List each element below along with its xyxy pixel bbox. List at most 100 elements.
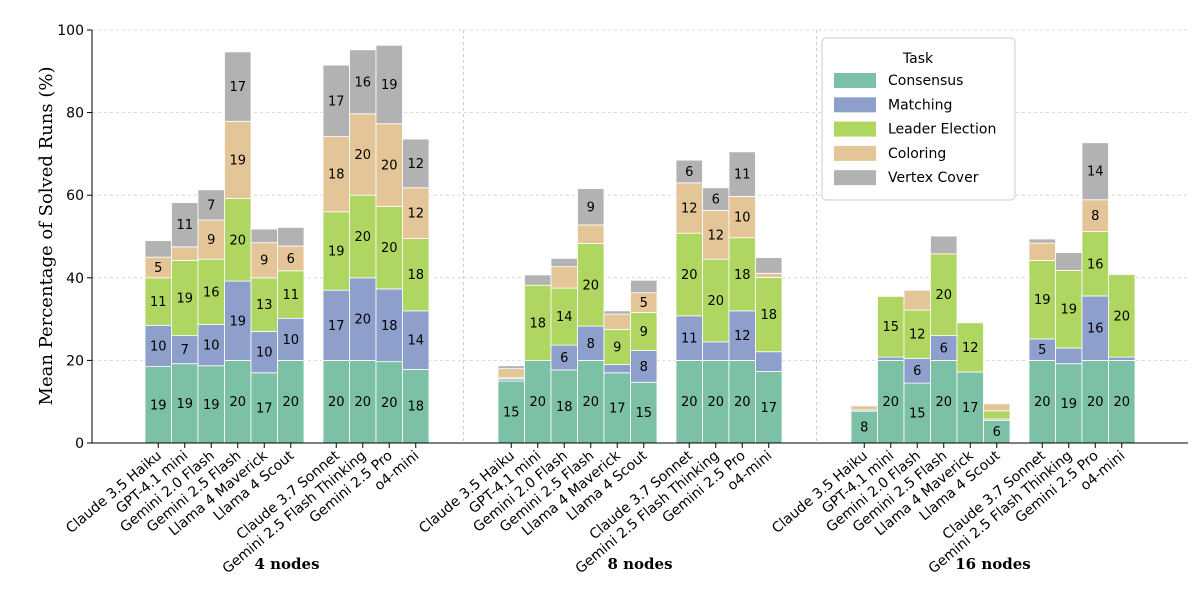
bar-segment [930, 235, 958, 255]
bar-segment [171, 246, 199, 261]
bar-segment [402, 238, 430, 312]
bar-segment-label: 14 [407, 334, 424, 349]
bar-segment-label: 12 [407, 157, 424, 172]
bar-segment-label: 6 [940, 342, 948, 357]
bar-segment-label: 19 [1034, 293, 1051, 308]
bar-segment [755, 257, 783, 274]
bar-segment [402, 138, 430, 189]
bar-segment-label: 17 [328, 319, 345, 334]
bar-segment-label: 19 [176, 292, 193, 307]
bar-segment-label: 15 [909, 407, 926, 422]
bar-segment [702, 258, 730, 343]
bar-stack: 18 14 18 12 12 [402, 138, 430, 444]
bars: 1910115197191119101697201920191717101392… [144, 44, 1136, 444]
bar-segment-label: 8 [587, 337, 595, 352]
bar-segment [375, 205, 403, 290]
bar-segment [550, 257, 578, 268]
bar-segment [250, 331, 278, 374]
bar-segment [1108, 356, 1136, 361]
bar-segment [1028, 242, 1056, 261]
bar-stack: 20 20 12 6 [702, 187, 730, 444]
bar-segment [1081, 295, 1109, 361]
bar-segment-label: 20 [381, 396, 398, 411]
bar-segment-label: 20 [1087, 395, 1104, 410]
legend-swatch [834, 73, 876, 88]
bar-segment [1108, 359, 1136, 444]
bar-segment-label: 13 [256, 298, 273, 313]
bar-stack: 15 6 12 [903, 289, 931, 444]
bar-segment [171, 202, 199, 248]
bar-segment-label: 6 [712, 193, 720, 208]
bar-segment-label: 15 [635, 406, 652, 421]
bar-segment-label: 20 [1113, 309, 1130, 324]
bar-segment [550, 344, 578, 371]
bar-stack: 17 10 13 9 [250, 228, 278, 444]
legend-label: Vertex Cover [888, 170, 979, 186]
legend-label: Leader Election [888, 122, 996, 138]
bar-segment [755, 276, 783, 353]
bar-segment [197, 365, 225, 444]
bar-stack: 20 19 20 19 17 [224, 51, 252, 444]
bar-segment-label: 20 [734, 395, 751, 410]
bar-segment-label: 12 [407, 207, 424, 222]
bar-segment-label: 18 [407, 400, 424, 415]
bar-segment [702, 359, 730, 444]
bar-segment [728, 310, 756, 361]
y-tick-label: 20 [66, 353, 84, 369]
bar-segment [702, 341, 730, 361]
bar-segment [1055, 252, 1083, 271]
group-label: 16 nodes [955, 555, 1030, 573]
bar-segment [577, 224, 605, 244]
bar-stack: 18 6 14 [550, 257, 578, 444]
bar-segment [524, 274, 552, 286]
bar-segment [930, 359, 958, 444]
bar-segment [577, 243, 605, 327]
bar-segment-label: 20 [354, 313, 371, 328]
bar-segment-label: 15 [882, 320, 899, 335]
bar-segment-label: 18 [529, 316, 546, 331]
bar-segment-label: 5 [640, 296, 648, 311]
bar-segment [375, 361, 403, 444]
bar-segment-label: 11 [734, 168, 751, 183]
bar-segment-label: 20 [681, 395, 698, 410]
bar-segment [349, 49, 377, 115]
bar-segment-label: 19 [229, 314, 246, 329]
bar-segment [197, 189, 225, 221]
bar-segment-label: 18 [328, 168, 345, 183]
bar-segment [402, 310, 430, 370]
bar-segment-label: 6 [560, 351, 568, 366]
bar-segment-label: 12 [962, 341, 979, 356]
bar-segment-label: 20 [582, 395, 599, 410]
bar-stack: 20 10 11 6 [277, 227, 305, 444]
bar-segment-label: 20 [707, 395, 724, 410]
bar-segment [1081, 199, 1109, 232]
bar-stack: 20 6 20 [930, 235, 958, 444]
bar-segment-label: 20 [354, 148, 371, 163]
bar-segment-label: 15 [503, 406, 520, 421]
bar-segment [224, 198, 252, 282]
group-separators [463, 30, 817, 443]
bar-segment [630, 381, 658, 444]
bar-segment [224, 359, 252, 444]
y-tick-label: 0 [75, 436, 84, 452]
bar-segment-label: 20 [582, 278, 599, 293]
bar-segment-label: 20 [229, 233, 246, 248]
bar-segment-label: 17 [229, 80, 246, 95]
bar-segment [630, 279, 658, 294]
bar-segment-label: 16 [203, 285, 220, 300]
bar-segment-label: 20 [354, 230, 371, 245]
bar-segment-label: 10 [282, 333, 299, 348]
bar-segment [197, 219, 225, 260]
y-tick-label: 40 [66, 271, 84, 287]
bar-stack: 15 [497, 365, 525, 444]
bar-segment [375, 44, 403, 125]
bar-segment-label: 10 [256, 346, 273, 361]
bar-segment-label: 10 [150, 339, 167, 354]
bar-stack: 20 16 16 8 14 [1081, 142, 1109, 444]
bar-segment-label: 19 [150, 398, 167, 413]
bar-segment [277, 359, 305, 444]
